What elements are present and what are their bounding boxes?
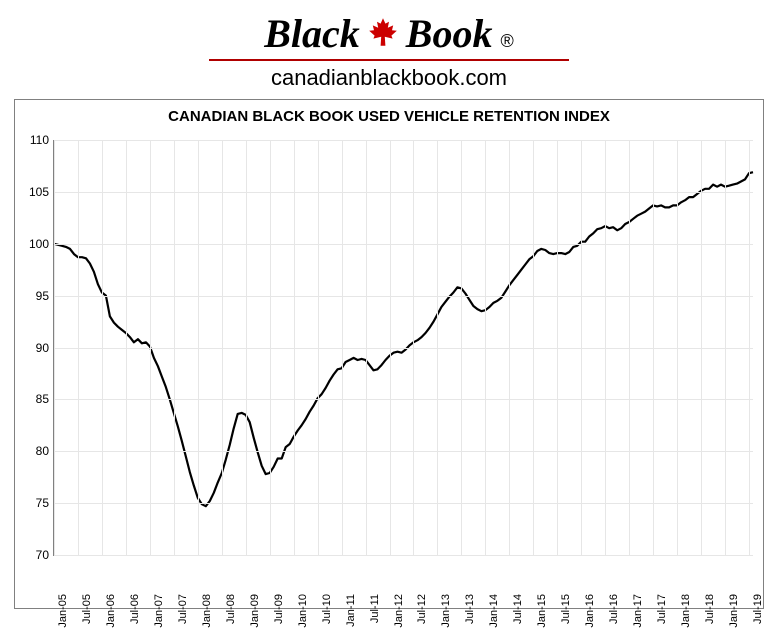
x-axis-label: Jan-19 [728,594,740,628]
x-axis-label: Jul-12 [416,594,428,624]
gridline-horizontal [54,244,753,245]
gridline-vertical [150,140,151,555]
gridline-vertical [485,140,486,555]
gridline-vertical [509,140,510,555]
gridline-horizontal [54,296,753,297]
x-axis-label: Jul-09 [273,594,285,624]
gridline-horizontal [54,555,753,556]
gridline-horizontal [54,451,753,452]
x-axis-label: Jul-18 [704,594,716,624]
x-axis-label: Jan-14 [488,594,500,628]
chart-container: CANADIAN BLACK BOOK USED VEHICLE RETENTI… [14,99,764,609]
gridline-vertical [174,140,175,555]
x-axis-label: Jul-15 [560,594,572,624]
x-axis-label: Jan-08 [201,594,213,628]
x-axis-label: Jan-12 [393,594,405,628]
header: Black Book ® canadianblackbook.com [0,0,778,91]
gridline-vertical [677,140,678,555]
y-axis-label: 100 [23,237,49,251]
gridline-vertical [437,140,438,555]
y-axis-label: 75 [23,496,49,510]
y-axis-label: 85 [23,392,49,406]
gridline-vertical [390,140,391,555]
gridline-vertical [198,140,199,555]
x-axis-label: Jul-07 [177,594,189,624]
gridline-horizontal [54,348,753,349]
gridline-horizontal [54,399,753,400]
gridline-vertical [605,140,606,555]
x-axis-label: Jan-10 [297,594,309,628]
gridline-vertical [318,140,319,555]
x-axis-label: Jan-15 [536,594,548,628]
x-axis-label: Jul-19 [752,594,764,624]
gridline-vertical [629,140,630,555]
logo-text-left: Black [264,10,360,57]
gridline-vertical [749,140,750,555]
y-axis-label: 105 [23,185,49,199]
gridline-vertical [102,140,103,555]
y-axis-label: 90 [23,341,49,355]
y-axis-label: 95 [23,289,49,303]
gridline-vertical [126,140,127,555]
y-axis-label: 70 [23,548,49,562]
chart-title: CANADIAN BLACK BOOK USED VEHICLE RETENTI… [15,100,763,129]
x-axis-label: Jan-07 [153,594,165,628]
y-axis-label: 80 [23,444,49,458]
header-subtitle: canadianblackbook.com [0,65,778,91]
gridline-horizontal [54,192,753,193]
x-axis-label: Jan-18 [680,594,692,628]
gridline-vertical [461,140,462,555]
gridline-horizontal [54,140,753,141]
gridline-vertical [270,140,271,555]
x-axis-label: Jul-16 [608,594,620,624]
x-axis-label: Jul-05 [81,594,93,624]
x-axis-label: Jan-13 [440,594,452,628]
x-axis-label: Jan-05 [57,594,69,628]
gridline-vertical [54,140,55,555]
logo: Black Book ® [0,10,778,57]
x-axis-label: Jul-10 [321,594,333,624]
gridline-vertical [366,140,367,555]
x-axis-label: Jan-17 [632,594,644,628]
gridline-vertical [413,140,414,555]
gridline-vertical [533,140,534,555]
gridline-horizontal [54,503,753,504]
x-axis-label: Jul-13 [464,594,476,624]
x-axis-label: Jul-17 [656,594,668,624]
logo-text-right: Book [406,10,493,57]
gridline-vertical [701,140,702,555]
gridline-vertical [581,140,582,555]
gridline-vertical [557,140,558,555]
y-axis-label: 110 [23,133,49,147]
gridline-vertical [246,140,247,555]
retention-index-line [54,172,753,506]
x-axis-label: Jan-11 [345,594,357,627]
maple-leaf-icon [368,17,398,53]
logo-underline [209,59,569,61]
gridline-vertical [78,140,79,555]
registered-mark: ® [500,31,513,52]
gridline-vertical [294,140,295,555]
x-axis-label: Jul-08 [225,594,237,624]
x-axis-label: Jan-06 [105,594,117,628]
x-axis-label: Jul-11 [369,594,381,623]
gridline-vertical [725,140,726,555]
x-axis-label: Jul-14 [512,594,524,624]
plot-area [53,140,753,556]
x-axis-label: Jul-06 [129,594,141,624]
gridline-vertical [342,140,343,555]
gridline-vertical [653,140,654,555]
gridline-vertical [222,140,223,555]
x-axis-label: Jan-16 [584,594,596,628]
x-axis-label: Jan-09 [249,594,261,628]
